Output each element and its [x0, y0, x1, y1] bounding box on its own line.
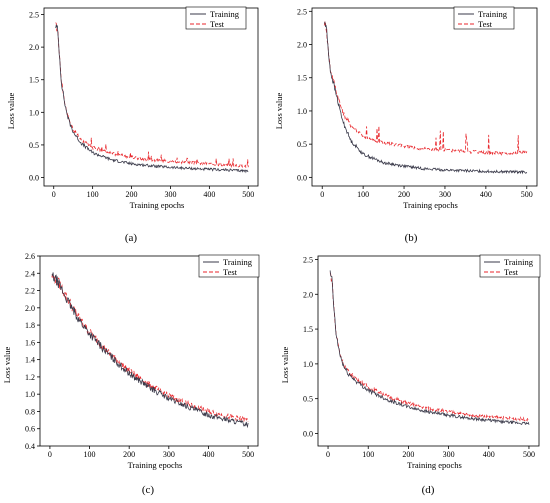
- x-tick-label: 0: [52, 190, 56, 199]
- x-tick-label: 400: [203, 190, 215, 199]
- y-tick-label: 1.6: [25, 338, 35, 347]
- x-tick-label: 200: [402, 450, 414, 459]
- y-tick-label: 2.4: [25, 269, 35, 278]
- x-tick-label: 0: [326, 450, 330, 459]
- y-tick-label: 2.0: [297, 41, 307, 50]
- x-tick-label: 100: [357, 190, 369, 199]
- x-tick-label: 400: [480, 190, 492, 199]
- x-tick-label: 200: [126, 190, 138, 199]
- y-tick-label: 0.0: [29, 174, 39, 183]
- panel-c: 0 100 200 300 400 500 0.4 0.6 0.8 1.0 1.2 1.4 1.6 1.8…: [2, 252, 260, 496]
- y-tick-label: 1.8: [25, 321, 35, 330]
- panel-b: 0 100 200 300 400 500 0.0 0.5 1.0 1.5 2.0 2.5 Traini…: [274, 6, 538, 244]
- x-tick-label: 400: [483, 450, 495, 459]
- legend-box: [185, 6, 247, 30]
- panel-label: (c): [142, 484, 155, 496]
- x-tick-label: 100: [87, 190, 99, 199]
- x-tick-label: 200: [398, 190, 410, 199]
- y-tick-label: 2.0: [29, 43, 39, 52]
- x-axis-label: Training epochs: [407, 460, 462, 470]
- x-tick-label: 300: [443, 450, 455, 459]
- plot-frame: [39, 255, 259, 447]
- y-tick-label: 1.0: [303, 360, 313, 369]
- x-tick-label: 100: [362, 450, 374, 459]
- y-tick-label: 0.4: [25, 442, 35, 451]
- panel-label: (b): [405, 232, 418, 244]
- x-axis-label: Training epochs: [403, 200, 458, 210]
- x-tick-label: 200: [123, 450, 135, 459]
- y-tick-label: 1.5: [303, 325, 313, 334]
- panel-label: (a): [125, 232, 138, 244]
- y-tick-label: 2.2: [25, 287, 35, 296]
- y-tick-label: 0.8: [25, 407, 35, 416]
- y-axis-label: Loss value: [2, 346, 12, 383]
- plot-frame: [317, 255, 540, 447]
- y-axis-label: Loss value: [6, 92, 16, 129]
- y-tick-label: 2.0: [25, 304, 35, 313]
- y-axis-label: Loss value: [280, 346, 290, 383]
- series-line-test: [329, 272, 530, 422]
- y-axis-label: Loss value: [274, 92, 284, 129]
- legend-label-training: Training: [478, 9, 508, 19]
- x-axis-label: Training epochs: [128, 460, 183, 470]
- y-tick-label: 1.5: [29, 76, 39, 85]
- series-line-test: [51, 273, 249, 422]
- legend-label-test: Test: [210, 19, 225, 29]
- x-tick-label: 400: [202, 450, 214, 459]
- y-tick-label: 1.2: [25, 373, 35, 382]
- x-axis-label: Training epochs: [130, 200, 185, 210]
- series-line-test: [323, 21, 528, 157]
- y-tick-label: 1.0: [29, 108, 39, 117]
- y-tick-label: 2.5: [297, 7, 307, 16]
- legend-label-training: Training: [504, 257, 534, 267]
- y-tick-label: 2.0: [303, 290, 313, 299]
- y-tick-label: 2.5: [29, 11, 39, 20]
- legend-label-test: Test: [504, 267, 519, 277]
- y-tick-label: 0.6: [25, 425, 35, 434]
- y-tick-label: 1.4: [25, 356, 35, 365]
- legend-label-training: Training: [210, 9, 240, 19]
- legend-box: [479, 254, 541, 278]
- x-tick-label: 500: [242, 450, 254, 459]
- y-tick-label: 0.5: [297, 140, 307, 149]
- x-tick-label: 0: [320, 190, 324, 199]
- panel-label: (d): [422, 484, 435, 496]
- series-line-training: [55, 24, 249, 174]
- series-line-training: [323, 21, 528, 175]
- panel-a: 0 100 200 300 400 500 0.0 0.5 1.0 1.5 2.0 2.5 Traini…: [6, 6, 259, 244]
- y-tick-label: 0.0: [303, 429, 313, 438]
- y-tick-label: 0.0: [297, 173, 307, 182]
- x-tick-label: 300: [163, 450, 175, 459]
- y-tick-label: 0.5: [29, 141, 39, 150]
- series-line-training: [329, 270, 530, 425]
- x-tick-label: 500: [242, 190, 254, 199]
- y-tick-label: 2.6: [25, 252, 35, 261]
- series-line-test: [55, 22, 249, 169]
- x-tick-label: 100: [84, 450, 96, 459]
- plot-frame: [311, 7, 538, 187]
- legend-label-test: Test: [223, 267, 238, 277]
- x-tick-label: 0: [48, 450, 52, 459]
- x-tick-label: 300: [439, 190, 451, 199]
- y-tick-label: 2.5: [303, 255, 313, 264]
- y-tick-label: 1.0: [297, 107, 307, 116]
- legend-box: [198, 254, 260, 278]
- panel-d: 0 100 200 300 400 500 0.0 0.5 1.0 1.5 2.0 2.5 Traini…: [280, 254, 541, 496]
- y-tick-label: 1.0: [25, 390, 35, 399]
- x-tick-label: 500: [521, 190, 533, 199]
- series-line-training: [51, 272, 249, 429]
- legend-label-test: Test: [478, 19, 493, 29]
- y-tick-label: 1.5: [297, 74, 307, 83]
- y-tick-label: 0.5: [303, 395, 313, 404]
- x-tick-label: 300: [164, 190, 176, 199]
- x-tick-label: 500: [523, 450, 535, 459]
- plot-frame: [43, 7, 259, 187]
- legend-box: [453, 6, 515, 30]
- legend-label-training: Training: [223, 257, 253, 267]
